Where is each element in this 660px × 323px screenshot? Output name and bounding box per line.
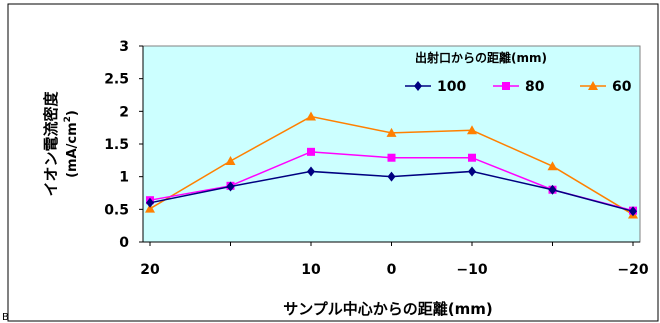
legend-label: 80	[525, 79, 545, 95]
data-point-100	[307, 166, 315, 177]
y-tick-label: 2.5	[104, 72, 129, 88]
data-point-60	[547, 161, 558, 171]
x-tick-label: 0	[387, 262, 397, 278]
data-point-100	[387, 171, 396, 182]
legend-label: 60	[612, 79, 632, 95]
y-tick-label: 0.5	[104, 202, 129, 218]
figure-label: B	[2, 312, 9, 323]
data-point-100	[146, 197, 154, 208]
data-point-100	[548, 184, 557, 195]
data-point-60	[225, 155, 236, 165]
data-point-80	[307, 147, 315, 156]
x-tick-label: −10	[456, 262, 487, 278]
plot-area	[142, 45, 641, 243]
series-layer	[145, 111, 638, 219]
series-100	[146, 166, 637, 217]
legend: 出射口からの距離(mm) 100 80 60	[405, 50, 632, 95]
data-point-60	[386, 127, 397, 137]
y-tick-label: 2	[119, 104, 129, 120]
y-tick-label: 1	[119, 170, 129, 186]
legend-items: 100 80 60	[405, 79, 632, 95]
y-axis-unit-superscript: 2	[63, 116, 73, 122]
x-tick-label: −20	[617, 262, 648, 278]
y-axis-unit-close: )	[65, 110, 80, 116]
y-tick-label: 0	[119, 235, 129, 251]
y-tick-label: 1.5	[104, 137, 129, 153]
legend-item-100: 100	[405, 79, 466, 95]
data-point-100	[226, 181, 235, 192]
y-axis-title-line2: (mA/cm2)	[63, 110, 80, 178]
legend-marker	[414, 81, 422, 91]
y-axis-ticks: 0 0.5 1 1.5 2 2.5 3	[104, 39, 143, 251]
y-axis-title-line1: イオン電流密度	[42, 91, 60, 197]
data-point-100	[629, 206, 637, 217]
x-axis-ticks: 20 10 0 −10 −20	[140, 242, 649, 278]
data-point-60	[467, 125, 477, 135]
data-point-100	[468, 166, 476, 177]
legend-item-60: 60	[580, 79, 632, 95]
y-axis-unit: (mA/cm	[65, 122, 80, 178]
data-point-60	[145, 203, 155, 213]
x-axis-title: サンプル中心からの距離(mm)	[283, 300, 493, 318]
legend-marker	[588, 81, 598, 90]
y-axis-title: イオン電流密度 (mA/cm2)	[42, 91, 80, 197]
legend-title: 出射口からの距離(mm)	[415, 50, 547, 65]
legend-marker	[502, 82, 510, 90]
y-tick-label: 3	[119, 39, 129, 55]
x-tick-label: 20	[140, 262, 160, 278]
legend-label: 100	[437, 79, 466, 95]
data-point-80	[387, 153, 396, 162]
data-point-80	[468, 153, 476, 162]
x-tick-label: 10	[301, 262, 321, 278]
legend-item-80: 80	[493, 79, 545, 95]
data-point-60	[306, 111, 316, 121]
